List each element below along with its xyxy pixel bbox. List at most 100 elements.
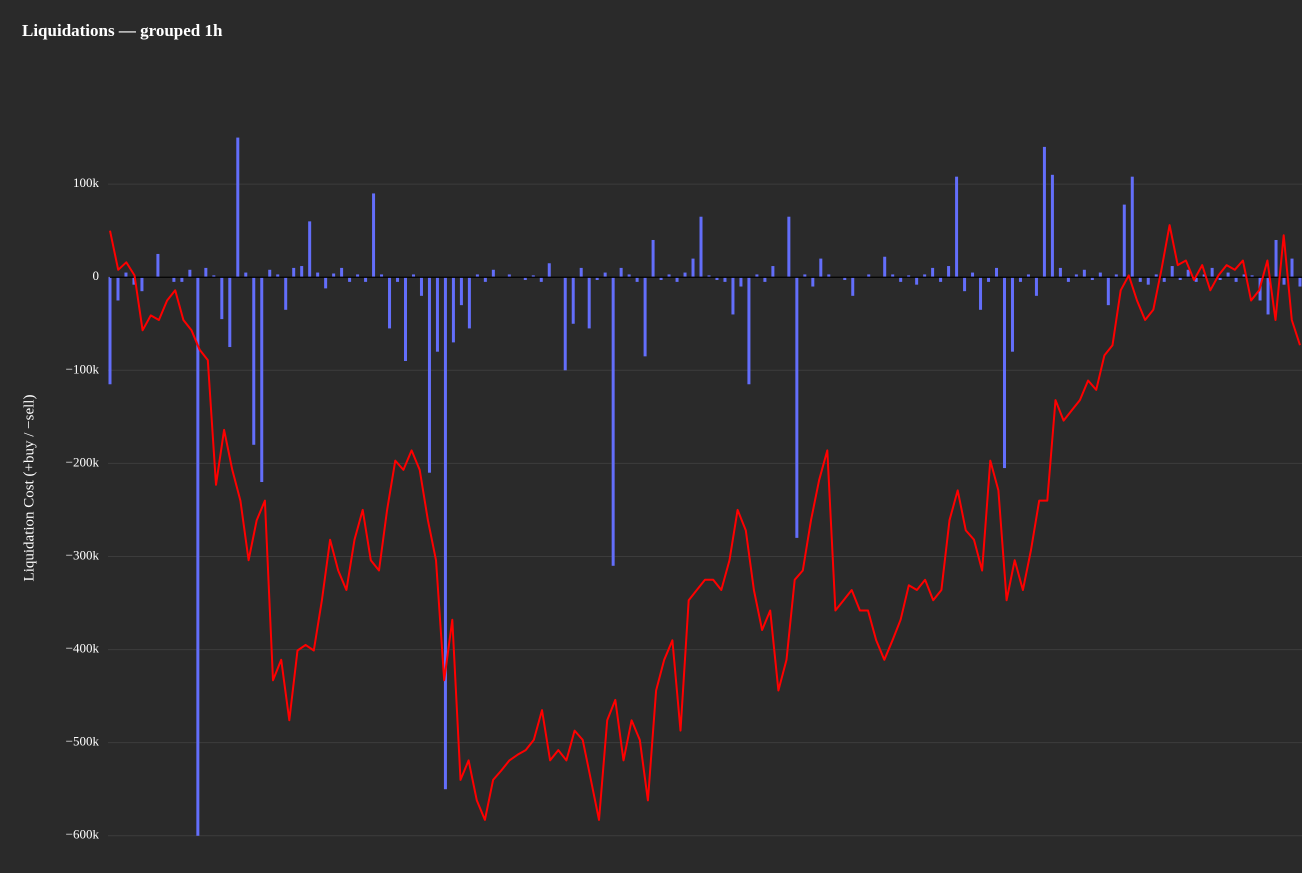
bar xyxy=(1178,277,1182,281)
bar xyxy=(531,275,535,278)
bar xyxy=(1010,277,1014,352)
bar xyxy=(1106,277,1110,306)
bar xyxy=(308,221,312,278)
bar xyxy=(827,274,831,278)
bar xyxy=(140,277,144,292)
bar xyxy=(1018,277,1022,282)
bar xyxy=(1114,274,1118,278)
bar xyxy=(947,266,951,278)
line xyxy=(109,224,1301,821)
bar xyxy=(1026,274,1030,278)
bar xyxy=(228,277,232,348)
bar xyxy=(635,277,639,282)
bar xyxy=(1154,274,1158,278)
bar xyxy=(747,277,751,385)
bar xyxy=(451,277,455,343)
bar xyxy=(963,277,967,292)
bar xyxy=(843,277,847,281)
bar xyxy=(595,277,599,281)
bar xyxy=(627,274,631,278)
bar xyxy=(348,277,352,282)
bar xyxy=(787,216,791,278)
y-tick-label: −100k xyxy=(66,361,100,376)
bar xyxy=(108,277,112,385)
y-tick-label: −200k xyxy=(66,454,100,469)
bar xyxy=(396,277,400,282)
bar xyxy=(1122,204,1126,278)
bar xyxy=(252,277,256,445)
bar xyxy=(667,274,671,278)
bar xyxy=(1002,277,1006,469)
bar xyxy=(523,277,527,281)
bar xyxy=(907,275,911,278)
bar xyxy=(691,258,695,278)
bar xyxy=(292,267,296,278)
y-tick-label: −400k xyxy=(66,641,100,656)
bar xyxy=(340,267,344,278)
bar xyxy=(443,277,447,790)
bar xyxy=(236,137,240,278)
bar xyxy=(1042,146,1046,278)
bar xyxy=(1066,277,1070,282)
bar xyxy=(483,277,487,282)
bar xyxy=(1250,275,1254,278)
bar xyxy=(811,277,815,287)
bar xyxy=(1090,277,1094,281)
bar xyxy=(891,274,895,278)
bar xyxy=(427,277,431,473)
bar xyxy=(507,274,511,278)
bar xyxy=(915,277,919,285)
bar xyxy=(1170,266,1174,278)
bar xyxy=(819,258,823,278)
bar xyxy=(931,267,935,278)
bar xyxy=(899,277,903,282)
bar xyxy=(563,277,567,371)
y-tick-label: 0 xyxy=(93,268,100,283)
bar xyxy=(651,239,655,278)
bar xyxy=(244,272,248,278)
bar xyxy=(356,274,360,278)
bar xyxy=(300,266,304,278)
bar xyxy=(404,277,408,361)
bar xyxy=(332,273,336,278)
y-tick-label: −500k xyxy=(66,734,100,749)
bar xyxy=(180,277,184,282)
bar xyxy=(1082,269,1086,278)
bar xyxy=(699,216,703,278)
bar xyxy=(316,272,320,278)
bar xyxy=(1050,174,1054,278)
bar xyxy=(388,277,392,329)
bar xyxy=(603,272,607,278)
bar xyxy=(995,267,999,278)
bar xyxy=(1146,277,1150,285)
bar xyxy=(1210,267,1214,278)
bar xyxy=(731,277,735,315)
bar xyxy=(723,277,727,282)
bar xyxy=(803,274,807,278)
bar xyxy=(435,277,439,352)
y-tick-label: 100k xyxy=(73,175,100,190)
bar xyxy=(547,263,551,278)
bar xyxy=(939,277,943,282)
bar xyxy=(124,272,128,278)
bar xyxy=(1266,277,1270,315)
bar xyxy=(1138,277,1142,282)
bar xyxy=(739,277,743,287)
bar xyxy=(475,274,479,278)
bar xyxy=(156,253,160,278)
bar xyxy=(116,277,120,301)
bar xyxy=(1298,277,1302,287)
bar xyxy=(220,277,224,320)
bar xyxy=(380,274,384,278)
y-tick-label: −600k xyxy=(66,827,100,842)
bar xyxy=(364,277,368,282)
bar xyxy=(260,277,264,483)
bar xyxy=(467,277,471,329)
bar xyxy=(284,277,288,310)
bar xyxy=(372,193,376,278)
bar xyxy=(979,277,983,310)
bar xyxy=(539,277,543,282)
bar xyxy=(795,277,799,538)
bar xyxy=(188,269,192,278)
